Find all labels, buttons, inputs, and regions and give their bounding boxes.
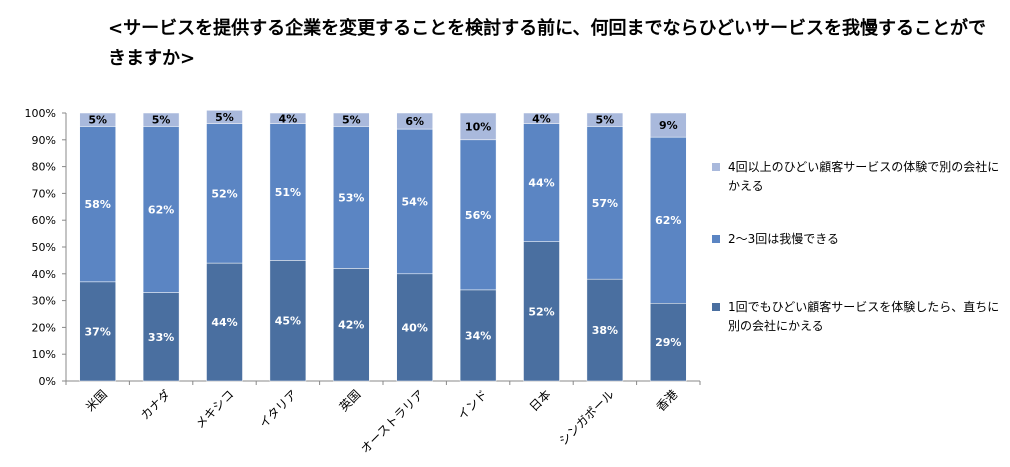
data-label: 52% (528, 305, 554, 318)
data-label: 45% (275, 315, 301, 328)
data-label: 33% (148, 331, 174, 344)
y-tick-label: 60% (32, 214, 56, 227)
data-label: 58% (85, 198, 111, 211)
data-label: 44% (528, 177, 554, 190)
data-label: 5% (152, 114, 171, 127)
data-label: 34% (465, 329, 491, 342)
bar-segment (523, 112, 560, 124)
data-label: 5% (342, 114, 361, 127)
legend-swatch (712, 163, 720, 171)
y-tick-label: 0% (39, 375, 56, 388)
bar-segment (459, 112, 497, 141)
bar-segment (523, 123, 560, 242)
data-label: 29% (655, 336, 681, 349)
x-tick-label: インド (455, 387, 490, 422)
chart-title: <サービスを提供する企業を変更することを検討する前に、何回までならひどいサービス… (108, 18, 986, 69)
bar-segment (333, 126, 370, 269)
bar-segment (269, 112, 307, 124)
bar-segment (396, 273, 433, 382)
data-label: 38% (592, 324, 618, 337)
data-label: 44% (211, 316, 237, 329)
data-label: 5% (215, 111, 234, 124)
bar-segment (650, 303, 687, 382)
y-tick-label: 100% (25, 107, 56, 120)
bar-segment (333, 112, 370, 127)
data-label: 40% (402, 321, 428, 334)
x-tick-label: カナダ (137, 387, 173, 423)
legend-item: 1回でもひどい顧客サービスを体験したら、直ちに別の会社にかえる (712, 298, 1002, 336)
x-tick-label: 英国 (337, 387, 364, 414)
data-label: 62% (148, 203, 174, 216)
legend-item: 4回以上のひどい顧客サービスの体験で別の会社にかえる (712, 158, 1002, 196)
bar-segment (206, 262, 243, 382)
bar-segment (523, 241, 560, 382)
bar-segment (396, 112, 433, 130)
bar-segment (79, 126, 116, 283)
data-label: 10% (465, 120, 491, 133)
y-tick-label: 30% (32, 295, 56, 308)
bar-segment (142, 292, 180, 382)
data-label: 62% (655, 214, 681, 227)
data-label: 56% (465, 209, 491, 222)
bar-segment (206, 123, 243, 264)
legend-swatch (712, 303, 720, 311)
data-label: 6% (405, 115, 424, 128)
bar-segment (333, 268, 370, 382)
bar-segment (459, 139, 497, 291)
legend-label: 4回以上のひどい顧客サービスの体験で別の会社にかえる (728, 160, 1000, 193)
x-tick-label: 香港 (654, 387, 681, 414)
data-label: 4% (279, 112, 298, 125)
x-tick-label: メキシコ (193, 387, 237, 431)
y-tick-label: 40% (32, 268, 56, 281)
y-tick-label: 50% (32, 241, 56, 254)
bar-segment (396, 128, 433, 275)
bar-segment (586, 112, 624, 127)
bar-segment (586, 126, 624, 280)
x-tick-label: オーストラリア (358, 387, 427, 456)
bar-segment (586, 278, 624, 382)
data-label: 5% (88, 114, 107, 127)
bar-segment (269, 260, 307, 382)
data-label: 57% (592, 197, 618, 210)
bar-segment (142, 112, 180, 127)
y-tick-label: 20% (32, 321, 56, 334)
bar-segment (269, 123, 307, 261)
data-label: 42% (338, 319, 364, 332)
x-tick-label: シンガポール (556, 387, 617, 448)
legend-label: 1回でもひどい顧客サービスを体験したら、直ちに別の会社にかえる (728, 300, 1000, 333)
data-label: 9% (659, 119, 678, 132)
x-tick-label: 米国 (83, 387, 110, 414)
data-label: 5% (596, 114, 615, 127)
y-tick-label: 90% (32, 134, 56, 147)
bar-segment (206, 110, 243, 124)
data-label: 37% (85, 325, 111, 338)
data-label: 52% (211, 187, 237, 200)
y-tick-label: 80% (32, 161, 56, 174)
x-tick-label: イタリア (257, 387, 301, 431)
y-tick-label: 10% (32, 348, 56, 361)
bar-segment (650, 112, 687, 138)
x-tick-label: 日本 (527, 387, 554, 414)
data-label: 54% (402, 195, 428, 208)
data-label: 53% (338, 191, 364, 204)
bar-segment (459, 289, 497, 382)
bar-segment (79, 281, 116, 382)
data-label: 51% (275, 186, 301, 199)
legend-swatch (712, 235, 720, 243)
legend-item: 2～3回は我慢できる (712, 230, 1002, 249)
data-label: 4% (532, 112, 551, 125)
bar-segment (142, 126, 180, 293)
legend-label: 2～3回は我慢できる (728, 232, 840, 246)
bar-segment (650, 136, 687, 304)
bar-segment (79, 112, 116, 127)
y-tick-label: 70% (32, 187, 56, 200)
